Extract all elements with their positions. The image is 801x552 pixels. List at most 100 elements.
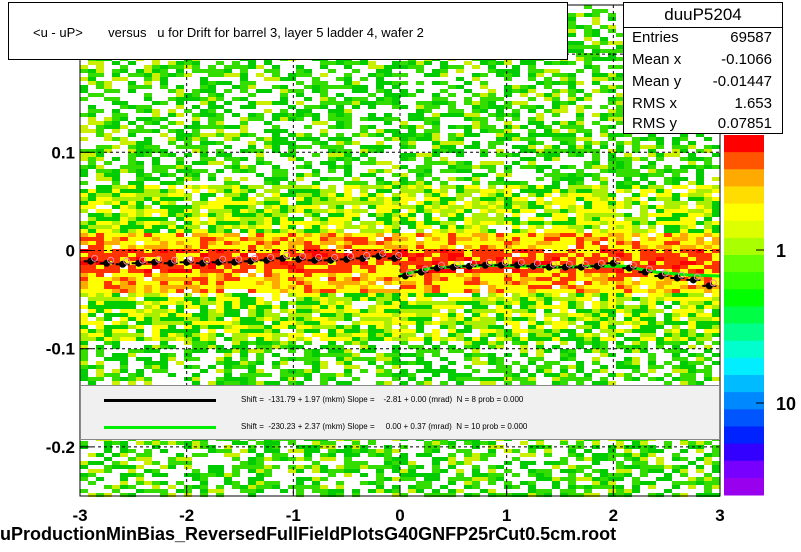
x-tick-label: 3 xyxy=(715,506,724,525)
profile-point xyxy=(401,272,409,280)
profile-point-alt xyxy=(517,258,525,266)
profile-point xyxy=(705,282,713,290)
profile-point xyxy=(449,263,457,271)
palette-band xyxy=(724,272,764,290)
palette-band xyxy=(724,203,764,222)
profile-point xyxy=(593,262,601,270)
profile-point-alt xyxy=(501,258,509,266)
stats-box: duuP5204 Entries 69587 Mean x -0.1066 Me… xyxy=(623,2,783,134)
profile-point xyxy=(151,258,159,266)
profile-point-alt xyxy=(331,253,339,261)
profile-point xyxy=(513,261,521,269)
legend-line-black xyxy=(104,399,216,402)
profile-point xyxy=(375,252,383,260)
profile-point-alt xyxy=(469,259,477,267)
profile-point xyxy=(327,256,335,264)
x-tick-label: -3 xyxy=(72,506,87,525)
profile-point-alt xyxy=(421,265,429,273)
legend-text-green: Shift = -230.23 + 2.37 (mkm) Slope = 0.0… xyxy=(241,422,528,431)
profile-point-alt xyxy=(533,259,541,267)
profile-point xyxy=(247,257,255,265)
stats-value: -0.01447 xyxy=(712,73,772,90)
profile-point xyxy=(135,259,143,267)
stats-row-entries: Entries 69587 xyxy=(632,29,772,51)
x-tick-label: 0 xyxy=(395,506,404,525)
profile-point-alt xyxy=(283,251,291,259)
profile-point xyxy=(497,261,505,269)
profile-point xyxy=(465,262,473,270)
profile-point-alt xyxy=(677,271,685,279)
y-tick-label: 0 xyxy=(66,242,75,261)
profile-point-alt xyxy=(347,252,355,260)
y-tick-label: -0.1 xyxy=(46,340,75,359)
profile-point xyxy=(295,255,303,263)
legend-line-green xyxy=(104,426,216,429)
palette-band xyxy=(724,220,764,239)
profile-point xyxy=(231,258,239,266)
profile-point xyxy=(263,256,271,264)
profile-point xyxy=(673,274,681,282)
profile-point xyxy=(417,268,425,276)
palette-band xyxy=(724,357,764,376)
profile-point xyxy=(625,264,633,272)
profile-point xyxy=(481,261,489,269)
profile-point-alt xyxy=(107,256,115,264)
z-tick-label: 1 xyxy=(776,241,786,261)
palette-band xyxy=(724,306,764,325)
profile-point-alt xyxy=(645,265,653,273)
profile-point xyxy=(311,256,319,264)
profile-point-alt xyxy=(395,251,403,259)
profile-point-alt xyxy=(549,260,557,268)
z-tick-label: 10 xyxy=(776,394,796,414)
profile-point xyxy=(641,268,649,276)
series-layer xyxy=(83,249,721,290)
profile-point-alt xyxy=(123,257,131,265)
palette-band xyxy=(724,426,764,445)
profile-point xyxy=(577,263,585,271)
fit-legend: Shift = -131.79 + 1.97 (mkm) Slope = -2.… xyxy=(80,385,720,440)
profile-point xyxy=(215,258,223,266)
profile-point xyxy=(199,259,207,267)
profile-point-alt xyxy=(155,255,163,263)
profile-point-alt xyxy=(267,253,275,261)
stats-separator xyxy=(624,27,782,28)
profile-point xyxy=(183,258,191,266)
profile-point xyxy=(657,272,665,280)
profile-point-alt xyxy=(187,255,195,263)
palette-band xyxy=(724,237,764,256)
palette-band xyxy=(724,289,764,307)
stats-value: 0.07851 xyxy=(717,115,772,132)
chart-title: <u - uP> versus u for Drift for barrel 3… xyxy=(33,25,424,40)
palette-band xyxy=(724,340,764,359)
profile-point-alt xyxy=(171,256,179,264)
stats-label: Entries xyxy=(632,29,679,46)
file-name-footer: uProductionMinBias_ReversedFullFieldPlot… xyxy=(0,524,617,544)
profile-point xyxy=(103,259,111,267)
palette-band xyxy=(724,186,764,205)
palette-band xyxy=(724,152,764,170)
x-tick-label: 1 xyxy=(502,506,511,525)
profile-point xyxy=(87,257,95,265)
profile-point-alt xyxy=(581,260,589,268)
palette-band xyxy=(724,255,764,273)
stats-label: Mean x xyxy=(632,51,682,68)
profile-point xyxy=(433,264,441,272)
profile-point xyxy=(359,254,367,262)
palette-band xyxy=(724,375,764,393)
profile-point-alt xyxy=(709,279,717,287)
palette-band xyxy=(724,392,764,410)
palette-band xyxy=(724,409,764,427)
palette-band xyxy=(724,443,764,462)
stats-label: RMS y xyxy=(632,115,677,132)
stats-histogram-name: duuP5204 xyxy=(664,5,742,24)
profile-point-alt xyxy=(453,260,461,268)
stats-row-mean-x: Mean x -0.1066 xyxy=(632,51,772,73)
profile-point-alt xyxy=(203,256,211,264)
x-tick-label: -2 xyxy=(179,506,194,525)
x-tick-label: -1 xyxy=(286,506,301,525)
profile-point-alt xyxy=(613,256,621,264)
profile-point-alt xyxy=(299,252,307,260)
profile-point xyxy=(391,254,399,262)
x-tick-label: 2 xyxy=(609,506,618,525)
profile-point-alt xyxy=(597,259,605,267)
